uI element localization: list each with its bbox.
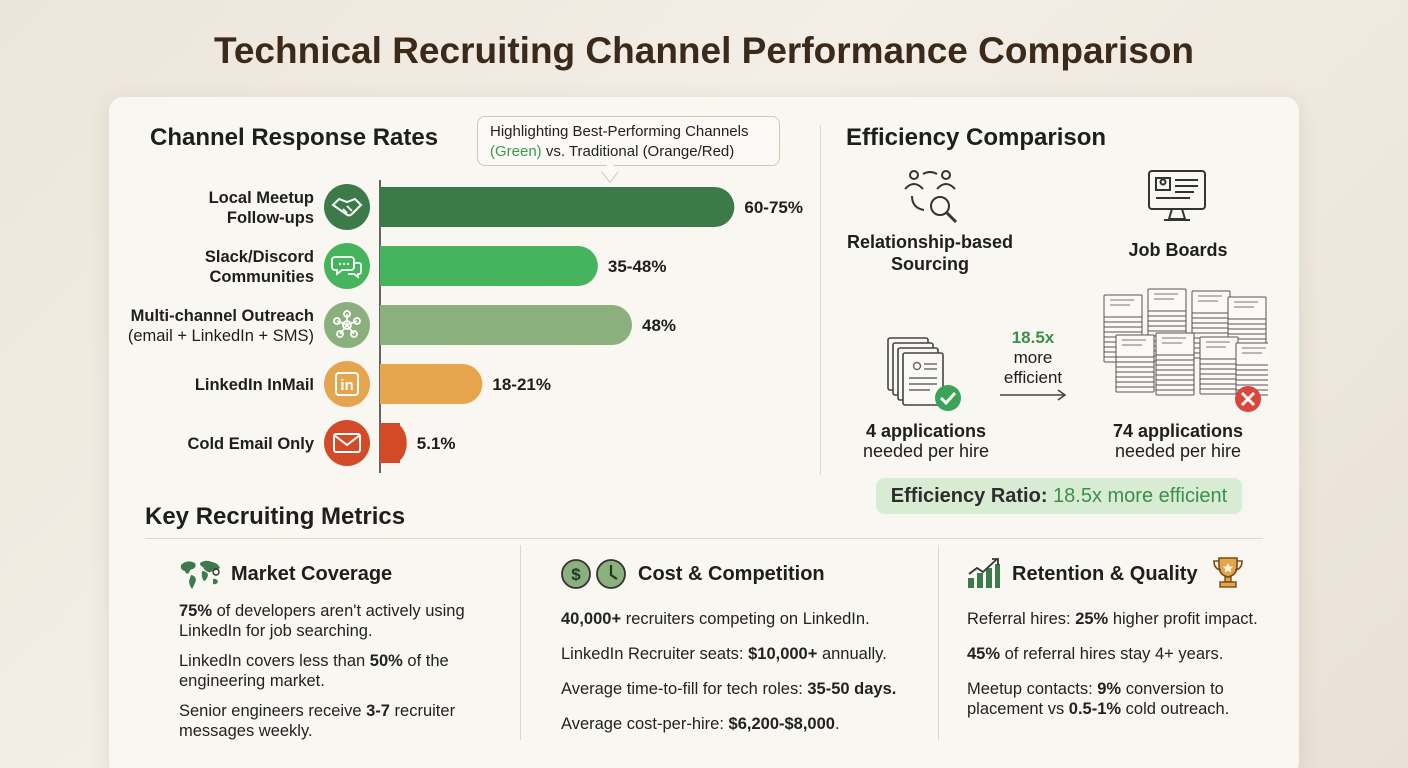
trophy-icon (1213, 557, 1243, 588)
efficiency-ratio-badge: Efficiency Ratio: 18.5x more efficient (876, 478, 1242, 514)
metrics-title: Key Recruiting Metrics (145, 503, 406, 530)
envelope-icon (333, 433, 361, 453)
callout-line2: vs. Traditional (Orange/Red) (541, 143, 735, 160)
callout-line1: Highlighting Best-Performing Channels (490, 123, 749, 140)
metric-item: Senior engineers receive 3-7 recruiter m… (179, 702, 456, 740)
metrics-col-divider-1 (520, 545, 521, 740)
metric-item: Average cost-per-hire: $6,200-$8,000. (561, 715, 840, 733)
bar-1 (380, 246, 598, 286)
relationship-sourcing-label: Relationship-based Sourcing (846, 232, 1014, 274)
response-rates-title: Channel Response Rates (150, 124, 439, 151)
category-icon-bg (324, 243, 370, 289)
job-boards-stat: 74 applications needed per hire (1112, 421, 1244, 461)
page-title: Technical Recruiting Channel Performance… (213, 30, 1195, 71)
metric-item: 40,000+ recruiters competing on LinkedIn… (561, 610, 870, 628)
handshake-icon (331, 197, 363, 217)
bar-value-label: 5.1% (417, 434, 456, 453)
few-applications-icon (887, 337, 961, 411)
bar-base-2 (380, 305, 400, 345)
section-divider (820, 125, 821, 475)
metric-item: 45% of referral hires stay 4+ years. (967, 645, 1224, 663)
svg-text:$: $ (571, 565, 581, 584)
bar-3 (380, 364, 483, 404)
svg-text:in: in (340, 377, 353, 394)
metrics-divider (145, 538, 1263, 539)
job-board-monitor-icon (1148, 170, 1206, 221)
category-label: Multi-channel Outreach (email + LinkedIn … (128, 307, 314, 345)
metric-item: Meetup contacts: 9% conversion to placem… (967, 680, 1230, 718)
arrow-right-icon (1000, 389, 1067, 401)
metrics-col-divider-2 (938, 545, 939, 740)
category-label: Local Meetup Follow-ups (209, 189, 314, 227)
highlight-callout: Highlighting Best-Performing Channels (G… (477, 116, 780, 166)
category-label: LinkedIn InMail (195, 376, 314, 394)
bar-value-label: 48% (642, 316, 676, 335)
chat-bubbles-icon (331, 256, 362, 279)
category-label: Slack/Discord Communities (205, 248, 314, 286)
category-icon-bg (324, 420, 370, 466)
metric-title-cost-competition: Cost & Competition (638, 563, 825, 585)
metric-item: Average time-to-fill for tech roles: 35-… (561, 680, 897, 698)
callout-green-word: (Green) (490, 143, 542, 160)
metric-item: Referral hires: 25% higher profit impact… (967, 610, 1258, 628)
metric-title-retention-quality: Retention & Quality (1012, 563, 1198, 585)
relationship-stat: 4 applications needed per hire (862, 421, 990, 461)
bar-base-4 (380, 423, 400, 463)
job-boards-label: Job Boards (1128, 240, 1228, 260)
bar-base-3 (380, 364, 400, 404)
metric-title-market-coverage: Market Coverage (231, 563, 393, 585)
dollar-clock-icon: $ (561, 559, 626, 589)
efficiency-title: Efficiency Comparison (846, 124, 1107, 151)
metric-item: 75% of developers aren't actively using … (179, 602, 465, 640)
bar-value-label: 18-21% (492, 375, 551, 394)
category-label: Cold Email Only (187, 435, 314, 453)
bar-base-0 (380, 187, 400, 227)
metric-item: LinkedIn Recruiter seats: $10,000+ annua… (561, 645, 887, 663)
bar-value-label: 35-48% (608, 257, 667, 276)
bar-2 (380, 305, 632, 345)
linkedin-icon: in (335, 372, 359, 396)
world-map-icon (180, 560, 220, 589)
category-icon-bg (324, 361, 370, 407)
metric-item: LinkedIn covers less than 50% of the eng… (179, 652, 449, 690)
growth-chart-icon (968, 558, 1000, 588)
bar-0 (380, 187, 735, 227)
response-rate-chart: 60-75% Local Meetup Follow-ups 35-48% Slack/… (128, 180, 803, 473)
many-applications-icon (1103, 288, 1268, 412)
ratio-annotation: 18.5x more efficient (1003, 328, 1063, 387)
bar-value-label: 60-75% (744, 198, 803, 217)
network-icon (333, 310, 361, 338)
bar-base-1 (380, 246, 400, 286)
people-search-icon (904, 170, 958, 224)
